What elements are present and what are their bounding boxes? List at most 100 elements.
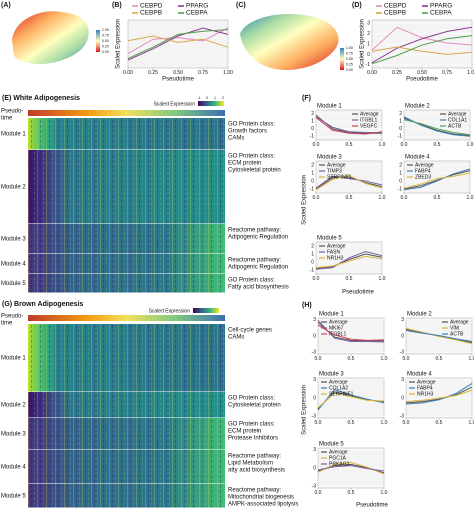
y-tick-label: 0 bbox=[313, 395, 316, 401]
x-tick-label: 0.0 bbox=[403, 356, 410, 362]
y-tick-label: 2 bbox=[311, 162, 314, 168]
x-tick-label: 1.0 bbox=[467, 142, 474, 148]
panel-title: (E) White Adipogenesis bbox=[2, 95, 80, 102]
x-tick-label: 0.5 bbox=[346, 195, 353, 201]
heatmap-texture bbox=[28, 254, 225, 274]
y-tick-label: 0 bbox=[367, 52, 370, 58]
x-tick-label: 0.5 bbox=[348, 356, 355, 362]
x-axis-label: Pseudotime bbox=[406, 77, 438, 83]
y-tick-label: 0 bbox=[401, 395, 404, 401]
y-tick-label: 1 bbox=[311, 119, 314, 125]
colorbar-label: 0.25 bbox=[102, 44, 109, 48]
legend-label: CEBPD bbox=[140, 3, 163, 10]
module-annotation: Protease Inhibitors bbox=[228, 436, 278, 442]
x-tick-label: 1.00 bbox=[223, 70, 233, 76]
module-annotation: GO Protein class: bbox=[228, 278, 275, 284]
module-annotation: Lipid Metabolism bbox=[228, 461, 273, 467]
module-annotation: atty acid biosynthesis bbox=[228, 468, 285, 474]
module-annotation: AMPK-associated lipolysis bbox=[228, 502, 298, 508]
y-tick-label: -3 bbox=[312, 414, 317, 420]
x-tick-label: 0.75 bbox=[198, 70, 208, 76]
module-annotation: Adipogenic Regulation bbox=[228, 235, 288, 241]
colorbar-label: 0.50 bbox=[102, 39, 109, 43]
x-tick-label: 0.0 bbox=[313, 195, 320, 201]
module-annotation: Fatty acid biosynthesis bbox=[228, 285, 289, 291]
x-tick-label: 0.5 bbox=[434, 142, 441, 148]
x-tick-label: 0.5 bbox=[348, 420, 355, 426]
module-label: Module 5 bbox=[1, 494, 26, 500]
y-axis-label: Scaled Expression bbox=[116, 19, 122, 69]
y-tick-label: 3 bbox=[367, 20, 370, 26]
legend-label: VIM bbox=[450, 325, 459, 331]
module-annotation: Reactome pathway: bbox=[228, 454, 281, 460]
module-annotation: Cytoskeletal protein bbox=[228, 168, 281, 174]
module-label: Module 1 bbox=[1, 356, 26, 362]
x-tick-label: 0.5 bbox=[436, 356, 443, 362]
module-annotation: GO Protein class: bbox=[228, 122, 275, 128]
y-tick-label: -1 bbox=[398, 134, 403, 140]
x-tick-label: 1.0 bbox=[379, 276, 386, 282]
x-tick-label: 0.5 bbox=[346, 276, 353, 282]
module-label: Module 3 bbox=[1, 432, 26, 438]
x-tick-label: 1.0 bbox=[379, 142, 386, 148]
y-tick-label: 2 bbox=[367, 31, 370, 37]
module-annotation: ECM protein bbox=[228, 429, 261, 435]
panel-label: (F) bbox=[302, 95, 311, 102]
module-annotation: Reactome pathway: bbox=[228, 488, 281, 494]
series-line bbox=[315, 175, 383, 189]
y-tick-label: 3 bbox=[313, 447, 316, 453]
legend-label: Average bbox=[415, 162, 434, 168]
panel-title: (G) Brown Adipogenesis bbox=[2, 301, 84, 308]
series-line bbox=[405, 328, 473, 344]
x-tick-label: 0.0 bbox=[401, 195, 408, 201]
legend-label: PRKAG2 bbox=[329, 461, 350, 467]
umap-cells bbox=[12, 11, 89, 64]
colorbar-label: 0.75 bbox=[346, 51, 353, 55]
colorbar-label: 0.25 bbox=[346, 62, 353, 66]
pseudotime-bar bbox=[28, 315, 225, 321]
heatmap-texture bbox=[28, 224, 225, 254]
x-tick-label: 0.5 bbox=[434, 195, 441, 201]
legend-label: ZBED3 bbox=[415, 174, 431, 180]
y-tick-label: -3 bbox=[312, 350, 317, 356]
x-tick-label: 1.0 bbox=[469, 420, 474, 426]
y-tick-label: -3 bbox=[400, 350, 405, 356]
series-line bbox=[127, 27, 229, 61]
y-tick-label: -1 bbox=[366, 62, 371, 68]
chart-title: Module 1 bbox=[319, 312, 344, 318]
legend-label: Average bbox=[329, 379, 348, 385]
y-tick-label: 3 bbox=[401, 317, 404, 323]
chart-title: Module 2 bbox=[405, 104, 430, 110]
legend-label: COL1A2 bbox=[329, 385, 348, 391]
series-line bbox=[315, 176, 383, 190]
y-tick-label: 0 bbox=[313, 333, 316, 339]
heatmap-texture bbox=[28, 450, 225, 484]
series-line bbox=[127, 35, 229, 48]
x-tick-label: 0.75 bbox=[442, 70, 452, 76]
module-annotation: ECM protein bbox=[228, 161, 261, 167]
pseudotime-label: Pseudo- bbox=[1, 109, 23, 115]
series-line bbox=[371, 46, 473, 55]
legend-label: PGC1A bbox=[329, 455, 347, 461]
y-tick-label: -1 bbox=[398, 186, 403, 192]
legend-label: CEBPA bbox=[430, 10, 452, 17]
legend-label: ACTB bbox=[450, 331, 464, 337]
colorbar bbox=[193, 308, 219, 313]
x-tick-label: 0.25 bbox=[148, 70, 158, 76]
legend-label: Average bbox=[329, 449, 348, 455]
heatmap-texture bbox=[28, 274, 225, 293]
heatmap-texture bbox=[28, 324, 225, 392]
heatmap-texture bbox=[28, 418, 225, 450]
y-tick-label: 1 bbox=[311, 170, 314, 176]
legend-label: Average bbox=[329, 319, 348, 325]
y-tick-label: -3 bbox=[400, 414, 405, 420]
x-tick-label: 1.00 bbox=[467, 70, 474, 76]
legend-label: ACTB bbox=[448, 123, 462, 129]
legend-label: Average bbox=[360, 111, 379, 117]
series-line bbox=[405, 386, 473, 404]
legend-label: FABP4 bbox=[417, 385, 433, 391]
heatmap-texture bbox=[28, 484, 225, 508]
series-line bbox=[315, 174, 383, 191]
x-tick-label: 0.50 bbox=[417, 70, 427, 76]
